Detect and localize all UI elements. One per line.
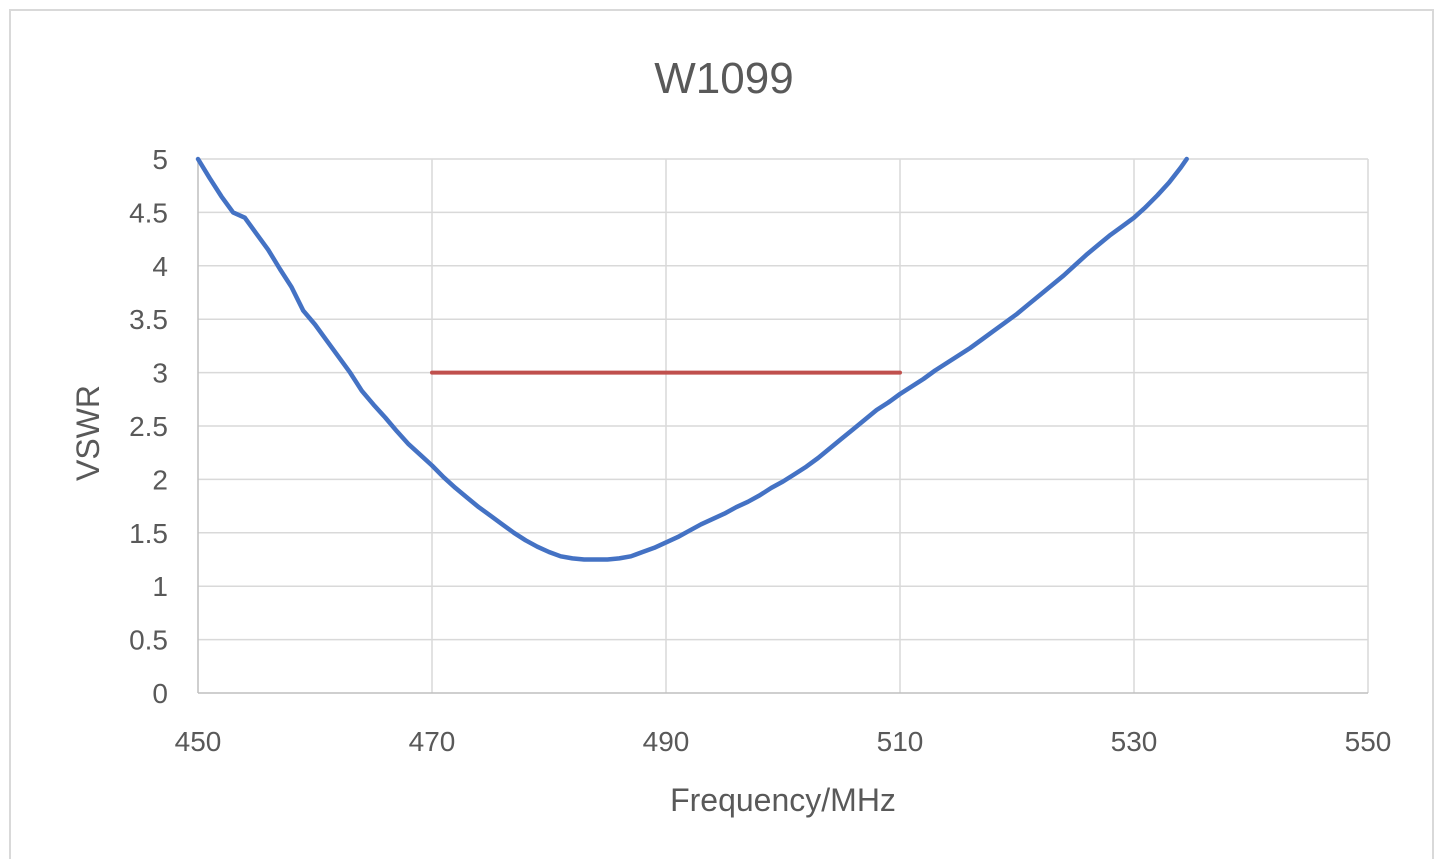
x-tick-label: 530	[1111, 726, 1158, 757]
y-tick-label: 1	[152, 571, 168, 602]
y-tick-label: 5	[152, 144, 168, 175]
y-tick-label: 3.5	[129, 304, 168, 335]
chart-title: W1099	[654, 54, 793, 103]
y-tick-label: 2.5	[129, 411, 168, 442]
y-tick-label: 0	[152, 678, 168, 709]
axes	[197, 159, 1368, 694]
chart-svg: W1099 0 0.5 1 1.5 2 2.5 3 3.5 4 4.5 5 450 470 490 510 5…	[70, 54, 1391, 818]
x-tick-label: 450	[175, 726, 222, 757]
chart-area: W1099 0 0.5 1 1.5 2 2.5 3 3.5 4 4.5 5 450 470 490 510 5…	[9, 9, 1434, 859]
plot-area	[195, 156, 1189, 562]
x-axis-title: Frequency/MHz	[670, 782, 896, 818]
gridlines	[198, 158, 1369, 693]
x-tick-label: 510	[877, 726, 924, 757]
y-axis-title: VSWR	[70, 385, 106, 481]
y-tick-label: 4.5	[129, 197, 168, 228]
x-tick-label: 490	[643, 726, 690, 757]
vswr-series-line	[195, 156, 1189, 562]
tick-labels: 0 0.5 1 1.5 2 2.5 3 3.5 4 4.5 5 450 470 490 510 530 550	[129, 144, 1391, 757]
y-tick-label: 0.5	[129, 625, 168, 656]
y-tick-label: 3	[152, 358, 168, 389]
y-tick-label: 1.5	[129, 518, 168, 549]
y-tick-label: 2	[152, 464, 168, 495]
x-tick-label: 470	[409, 726, 456, 757]
x-tick-label: 550	[1345, 726, 1392, 757]
y-tick-label: 4	[152, 251, 168, 282]
